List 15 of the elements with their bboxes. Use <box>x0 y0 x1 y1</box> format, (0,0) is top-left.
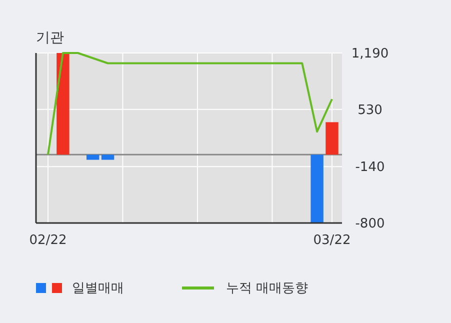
bar <box>101 154 114 160</box>
legend-label: 일별매매 <box>72 281 124 296</box>
bar <box>56 53 70 155</box>
bar <box>86 154 100 160</box>
x-tick-label: 03/22 <box>313 233 351 248</box>
chart-title: 기관 <box>36 30 64 46</box>
legend-label: 누적 매매동향 <box>226 281 308 296</box>
y-tick-label: 1,190 <box>351 46 389 62</box>
bar <box>310 154 324 223</box>
y-tick-label: -140 <box>355 160 385 176</box>
y-tick-label: -800 <box>355 216 385 232</box>
line-series <box>47 52 333 156</box>
x-tick-label: 02/22 <box>29 233 67 248</box>
bar <box>326 122 338 155</box>
y-tick-label: 530 <box>358 102 382 118</box>
